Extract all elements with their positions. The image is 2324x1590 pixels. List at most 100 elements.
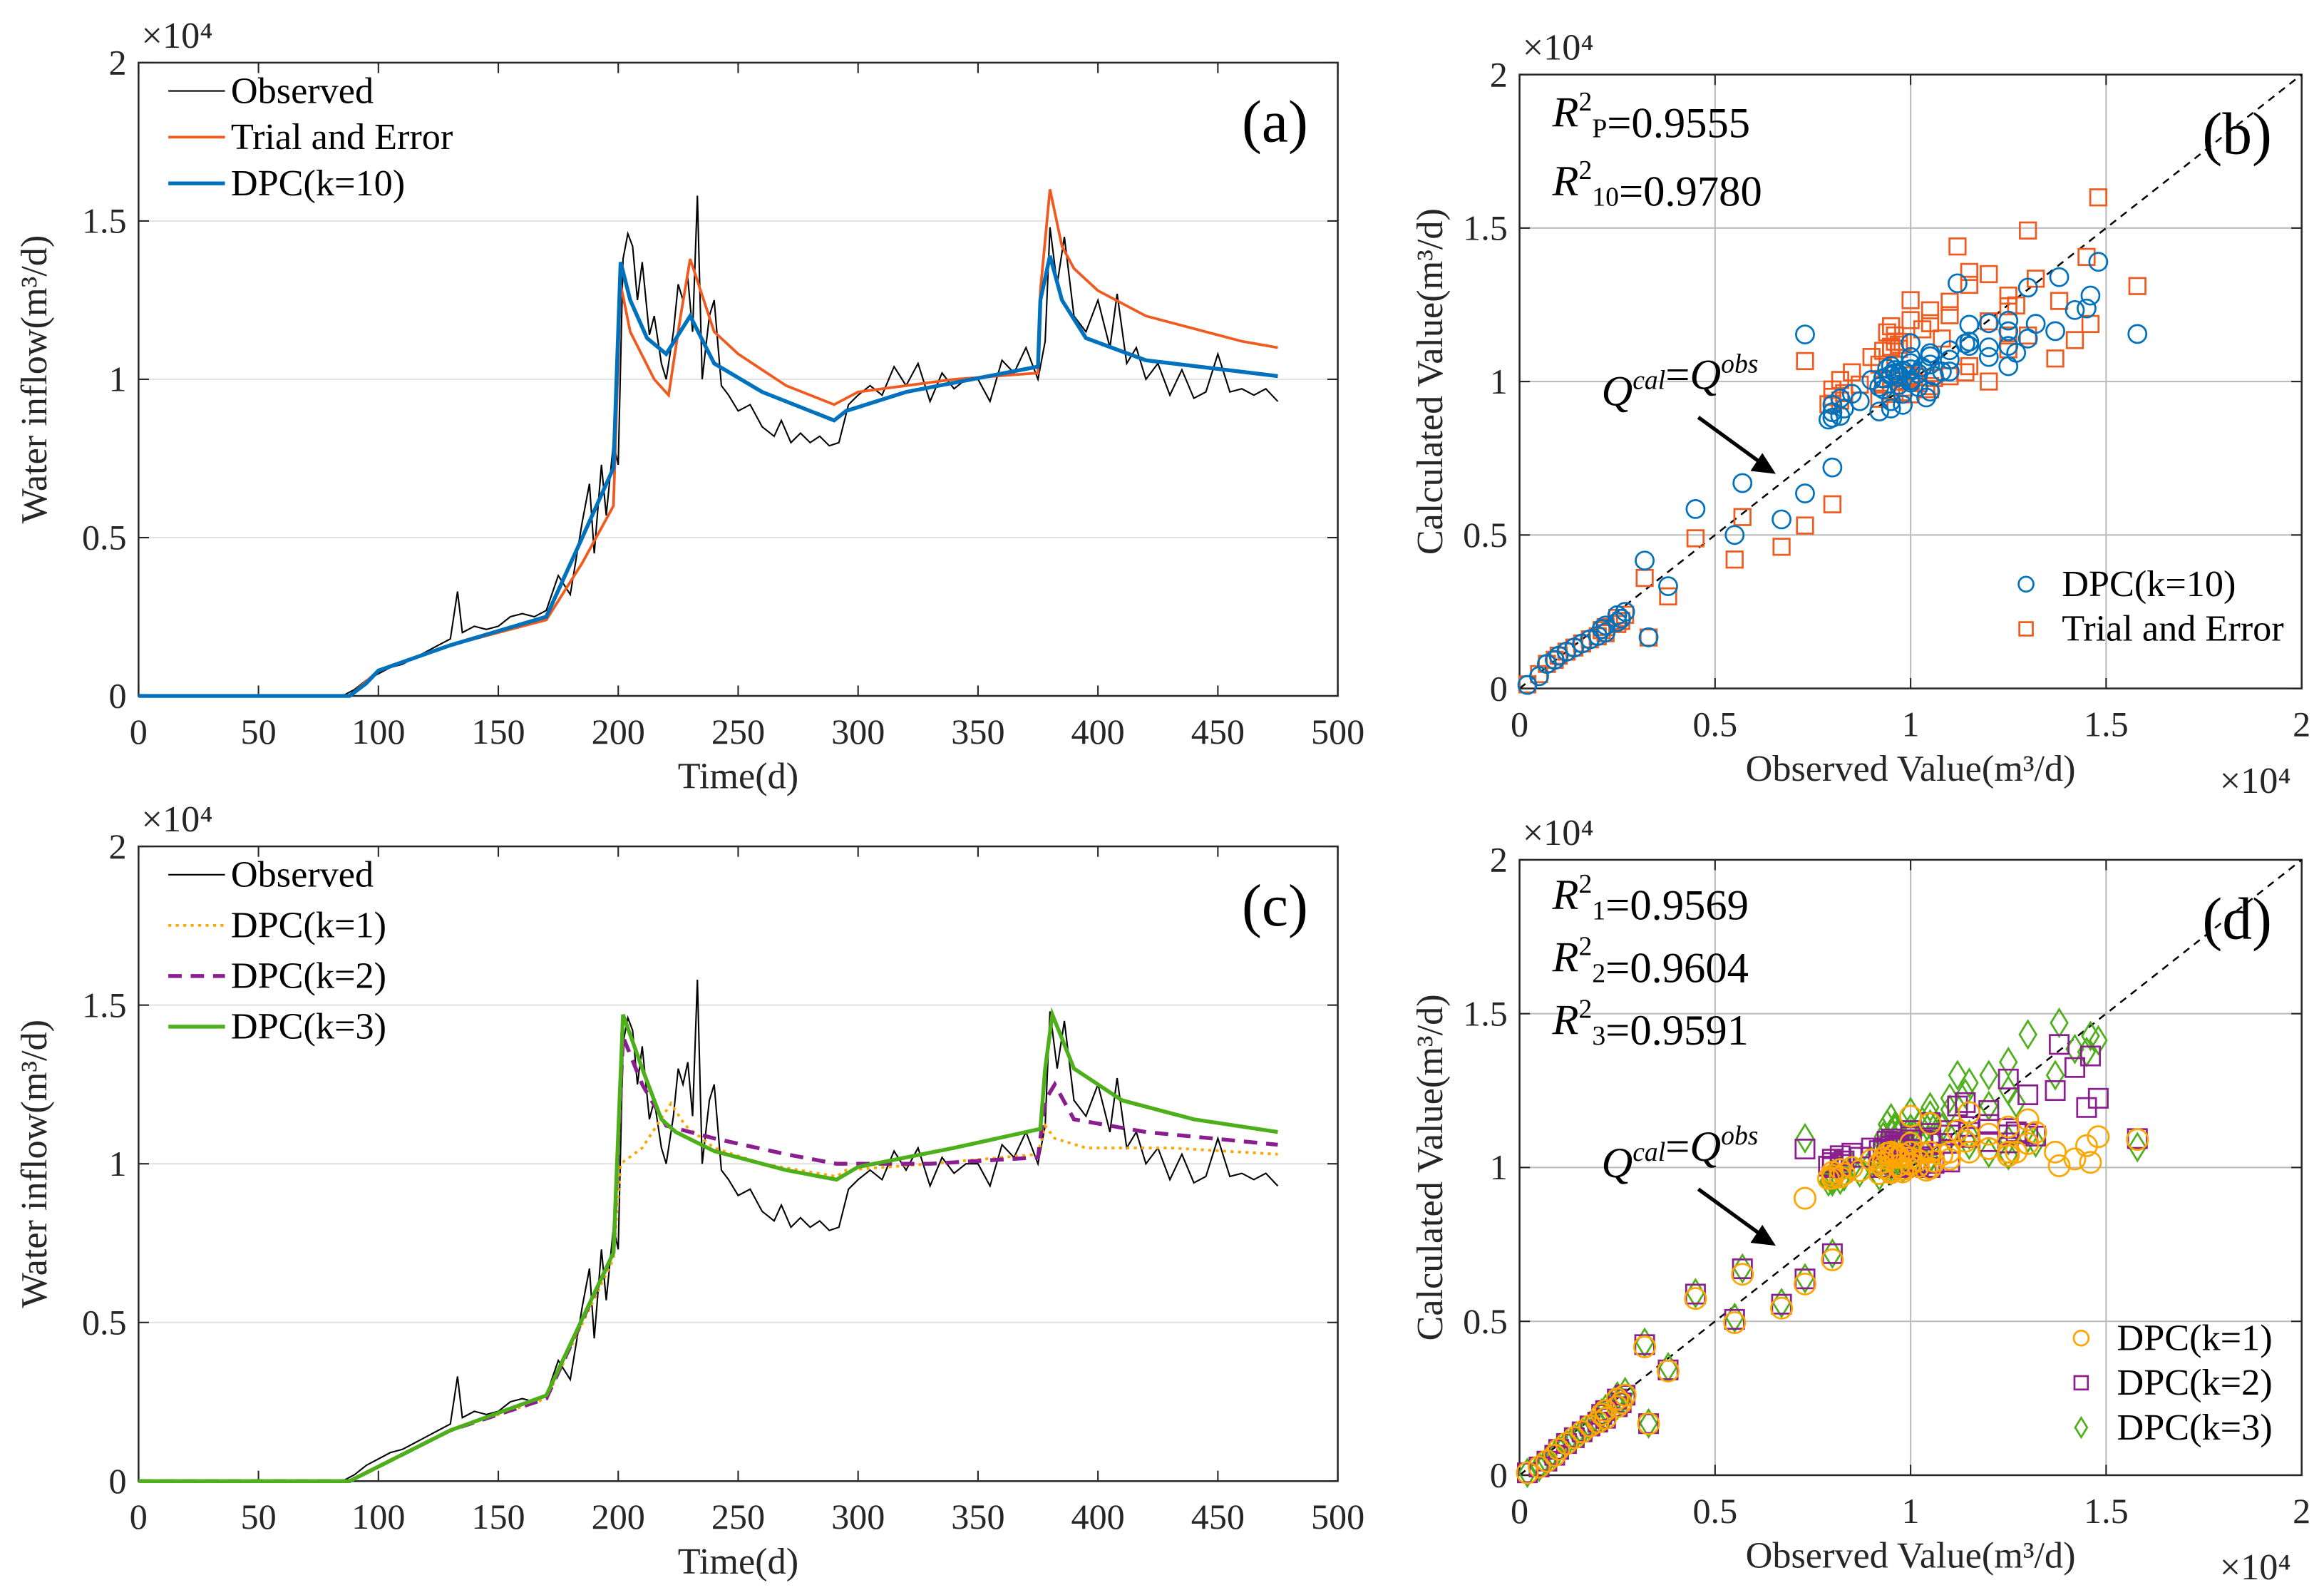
text-part: obs: [1721, 1121, 1758, 1151]
scatter-point: [1637, 1412, 1660, 1435]
legend-marker: [2018, 621, 2034, 637]
scatter-point: [1998, 1047, 2018, 1078]
scatter-point: [1613, 1383, 1637, 1407]
legend-marker: [2017, 575, 2035, 593]
x-axis-label: Observed Value(m³/d): [1746, 1535, 2076, 1576]
scatter-point: [2007, 296, 2025, 314]
stat-label: R23=0.9591: [1552, 994, 1749, 1055]
y-tick-label: 1: [109, 1144, 127, 1184]
scatter-point: [1723, 1311, 1747, 1335]
scatter-point: [2019, 221, 2037, 240]
scatter-point: [1639, 1407, 1658, 1439]
axes-frame: [138, 61, 1339, 697]
stat-label: R21=0.9569: [1552, 869, 1749, 930]
scatter-point: [2074, 1134, 2098, 1157]
scatter-point: [2087, 1125, 2110, 1149]
y-tick-label: 2: [109, 826, 127, 866]
text-part: 1: [1592, 896, 1605, 925]
scatter-point: [2079, 1045, 2101, 1067]
x-tick-label: 400: [1071, 712, 1125, 752]
scatter-point: [1977, 1137, 2000, 1160]
scatter-point: [1911, 1141, 1934, 1164]
scatter-point: [1940, 306, 1959, 324]
x-tick-label: 150: [471, 712, 525, 752]
scatter-point: [1793, 1272, 1816, 1296]
legend-marker: [2074, 1415, 2089, 1440]
scatter-point: [1945, 1119, 1969, 1142]
scatter-point: [1548, 1439, 1569, 1460]
series-line-Observed: [138, 195, 1279, 697]
scatter-point: [2065, 299, 2085, 320]
scatter-point: [1772, 509, 1791, 530]
scatter-point: [1822, 407, 1843, 428]
text-part: =0.9604: [1605, 944, 1749, 992]
scatter-point: [2063, 1147, 2087, 1171]
scatter-point: [1830, 406, 1851, 426]
scatter-point: [1829, 1165, 1852, 1189]
scatter-point: [1869, 401, 1890, 422]
scatter-point: [1635, 550, 1655, 571]
scatter-point: [1657, 1359, 1680, 1383]
scatter-point: [1535, 1450, 1558, 1473]
text-part: cal: [1633, 1137, 1665, 1167]
scatter-point: [1770, 1296, 1794, 1320]
legend-label: DPC(k=3): [2117, 1407, 2273, 1448]
scatter-point: [1822, 457, 1843, 478]
text-part: 2: [1579, 869, 1593, 899]
stat-label: R2P=0.9555: [1552, 87, 1751, 148]
text-part: R: [1552, 996, 1579, 1044]
text-part: Q: [1690, 352, 1721, 399]
scatter-point: [1871, 1147, 1895, 1170]
x-tick-label: 0.5: [1692, 704, 1737, 744]
scatter-point: [1528, 1456, 1550, 1477]
scatter-point: [2127, 1132, 2147, 1163]
scatter-point: [1921, 1092, 1940, 1123]
scatter-point: [1868, 1161, 1891, 1185]
scatter-point: [1832, 1162, 1856, 1186]
text-part: R: [1552, 871, 1579, 919]
arrow-head-icon: [1750, 1224, 1776, 1246]
text-part: P: [1592, 113, 1607, 143]
scatter-point: [1997, 1115, 2020, 1139]
text-part: 2: [1579, 932, 1593, 962]
scatter-point: [2081, 314, 2100, 334]
scatter-point: [2026, 1127, 2045, 1158]
legend-label: DPC(k=3): [231, 1006, 386, 1047]
y-tick-label: 1.5: [1463, 208, 1508, 248]
scatter-point: [1594, 1407, 1618, 1430]
y-axis-label: Water inflow(m³/d): [14, 235, 55, 524]
text-part: 10: [1592, 183, 1619, 212]
x-tick-label: 50: [241, 1497, 277, 1537]
scatter-point: [1921, 301, 1940, 319]
text-part: =: [1665, 1123, 1690, 1171]
text-part: obs: [1721, 349, 1758, 379]
scatter-point: [1590, 1402, 1613, 1426]
legend-label: DPC(k=1): [231, 905, 386, 946]
annotation-arrow: [1697, 1187, 1765, 1238]
arrow-head-icon: [1750, 453, 1776, 474]
scatter-point: [1795, 1263, 1815, 1294]
scatter-point: [1605, 1395, 1629, 1418]
scatter-point: [1887, 1146, 1911, 1169]
panel-label: (b): [2202, 101, 2271, 167]
text-part: R: [1552, 158, 1579, 205]
x-tick-label: 1: [1902, 704, 1920, 744]
scatter-point: [1940, 340, 1960, 361]
scatter-point: [1772, 538, 1791, 556]
y-tick-label: 0.5: [82, 518, 127, 558]
axes-frame: [1518, 73, 2303, 689]
identity-annotation: Qcal=Qobs: [1601, 349, 1758, 416]
scatter-point: [1901, 291, 1920, 309]
x-tick-label: 100: [351, 1497, 405, 1537]
scatter-point: [1978, 347, 1999, 367]
series-line-DPC(k=10): [138, 255, 1278, 698]
scatter-point: [1794, 1268, 1816, 1290]
x-tick-label: 250: [711, 712, 765, 752]
scatter-point: [1876, 1142, 1899, 1165]
scatter-point: [2006, 342, 2027, 363]
scatter-point: [1977, 1122, 2000, 1146]
x-tick-label: 1.5: [2084, 1491, 2129, 1531]
y-tick-label: 2: [109, 43, 127, 83]
scatter-point: [1633, 1335, 1657, 1358]
